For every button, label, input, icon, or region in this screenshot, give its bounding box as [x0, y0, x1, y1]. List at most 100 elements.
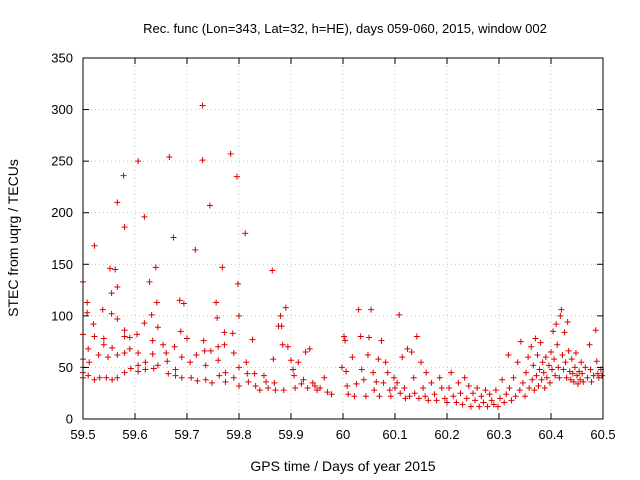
data-point	[207, 347, 214, 354]
data-point	[277, 312, 284, 319]
data-point	[215, 357, 222, 364]
data-point	[453, 399, 460, 406]
data-point	[410, 374, 417, 381]
data-point	[208, 379, 215, 386]
data-point	[570, 378, 577, 385]
data-point	[571, 364, 578, 371]
data-point	[433, 397, 440, 404]
data-point	[265, 385, 272, 392]
data-point	[546, 379, 553, 386]
data-point	[392, 385, 398, 392]
data-point	[563, 374, 570, 381]
data-point	[555, 364, 562, 371]
data-point	[575, 380, 582, 387]
data-point	[166, 154, 173, 161]
data-point	[244, 370, 251, 377]
data-point	[370, 369, 377, 376]
data-point	[135, 349, 142, 356]
data-point	[506, 385, 513, 392]
data-point	[549, 366, 556, 373]
data-point	[559, 352, 566, 359]
data-point	[126, 334, 133, 341]
data-point	[358, 366, 365, 373]
data-point	[284, 343, 291, 350]
data-point	[135, 362, 142, 369]
data-point	[121, 349, 128, 356]
data-point	[338, 364, 345, 371]
data-point	[579, 370, 586, 377]
data-point	[84, 299, 91, 306]
data-point	[588, 378, 595, 385]
data-point	[401, 385, 408, 392]
data-point	[345, 391, 352, 398]
data-point	[164, 358, 171, 365]
data-point	[219, 264, 226, 271]
data-point	[279, 341, 286, 348]
data-point	[503, 391, 510, 398]
data-point	[317, 385, 324, 392]
data-point	[150, 365, 157, 372]
data-point	[476, 403, 483, 410]
data-point	[121, 224, 128, 231]
data-point	[528, 343, 535, 350]
y-tick-label: 350	[51, 51, 73, 66]
data-point	[96, 374, 103, 381]
data-point	[221, 341, 228, 348]
data-point	[154, 362, 161, 369]
data-point	[353, 380, 360, 387]
data-point	[537, 339, 544, 346]
data-point	[234, 280, 241, 287]
data-point	[236, 312, 242, 319]
data-point	[341, 333, 348, 340]
data-point	[100, 341, 107, 348]
x-tick-label: 60.4	[538, 427, 563, 442]
data-point	[290, 366, 297, 373]
data-point	[371, 387, 378, 394]
data-point	[558, 306, 565, 313]
data-point	[580, 378, 587, 385]
data-point	[436, 374, 443, 381]
data-point	[545, 362, 552, 369]
data-point	[539, 359, 546, 366]
data-point	[598, 372, 605, 379]
data-point	[355, 306, 362, 313]
data-point	[85, 372, 92, 379]
data-point	[390, 374, 397, 381]
data-point	[163, 349, 170, 356]
data-point	[252, 382, 259, 389]
data-point	[540, 369, 547, 376]
data-point	[548, 348, 554, 355]
data-point	[184, 335, 190, 342]
data-point	[86, 359, 93, 366]
data-point	[141, 320, 148, 327]
data-point	[178, 354, 185, 361]
data-point	[351, 393, 358, 400]
data-point	[488, 397, 495, 404]
data-point	[171, 343, 178, 350]
data-point	[376, 393, 383, 400]
data-point	[114, 352, 121, 359]
data-point	[516, 387, 523, 394]
data-point	[214, 314, 221, 321]
data-point	[576, 368, 583, 375]
data-point	[152, 264, 159, 271]
data-point	[394, 379, 401, 386]
data-point	[172, 366, 179, 373]
data-point	[474, 385, 481, 392]
data-point	[295, 359, 302, 366]
data-point	[519, 379, 526, 386]
data-point	[280, 387, 287, 394]
data-point	[557, 312, 564, 319]
data-point	[565, 347, 572, 354]
y-axis-label: STEC from uqrg / TECUs	[5, 159, 21, 317]
data-point	[450, 393, 457, 400]
x-tick-label: 59.7	[174, 427, 199, 442]
data-point	[404, 345, 411, 352]
data-point	[178, 374, 185, 381]
data-point	[566, 368, 573, 375]
data-point	[199, 157, 206, 164]
data-point	[304, 385, 311, 392]
data-point	[463, 395, 470, 402]
data-point	[505, 352, 512, 359]
